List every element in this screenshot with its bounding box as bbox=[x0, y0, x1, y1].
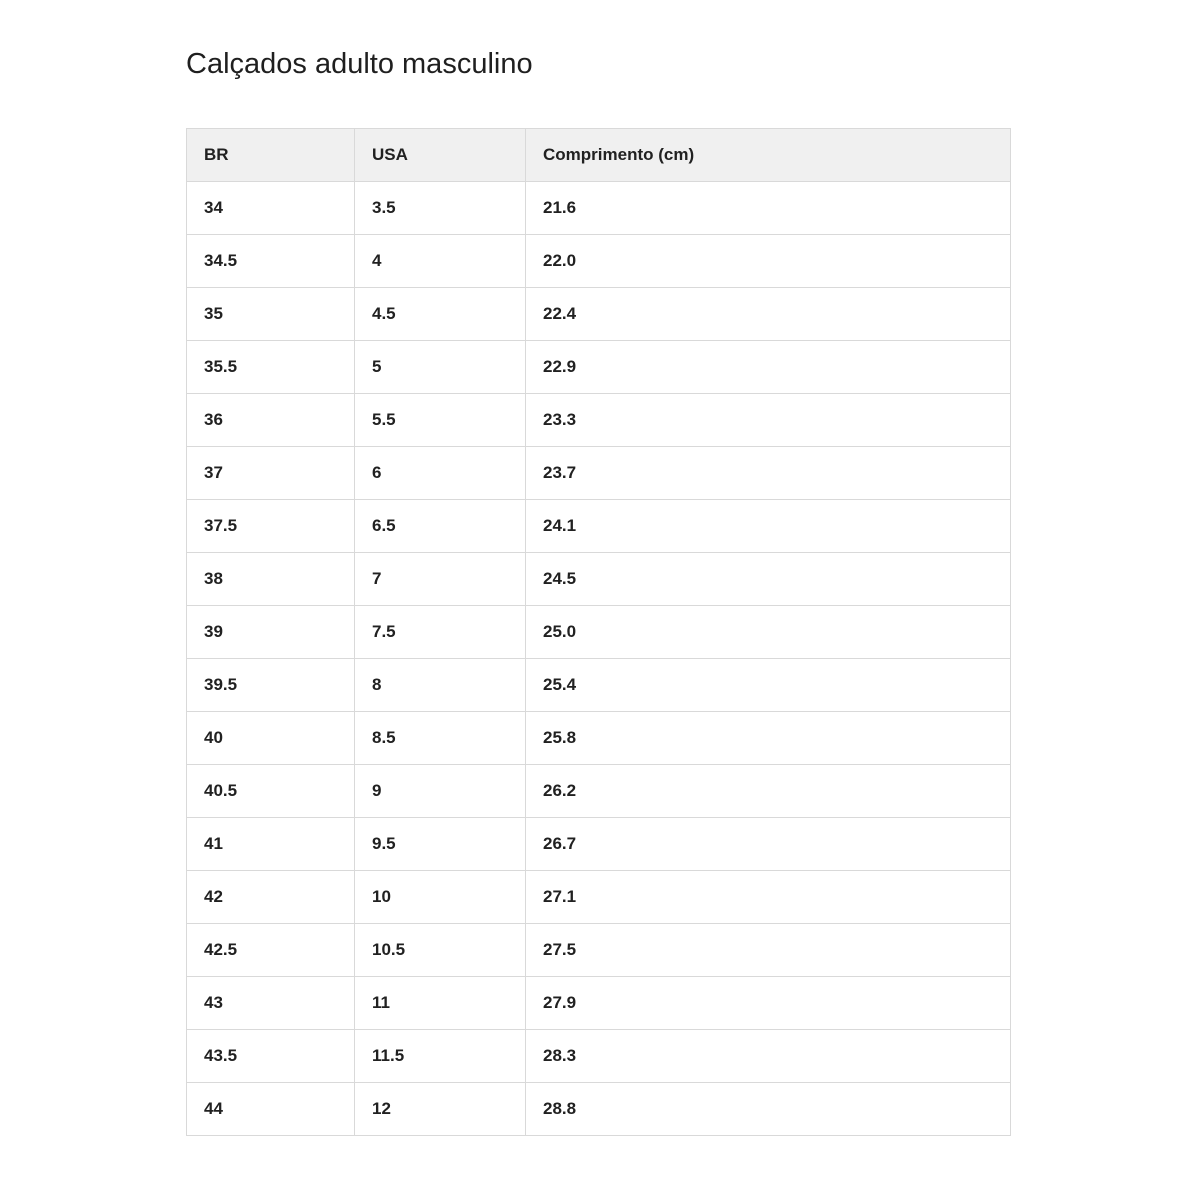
table-cell: 40.5 bbox=[186, 764, 355, 818]
table-cell: 25.0 bbox=[525, 605, 1011, 659]
table-cell: 43.5 bbox=[186, 1029, 355, 1083]
table-row: BR USA Comprimento (cm) bbox=[186, 128, 1011, 182]
table-cell: 27.1 bbox=[525, 870, 1011, 924]
table-row: 43 11 27.9 bbox=[186, 976, 1011, 1030]
table-cell: 22.9 bbox=[525, 340, 1011, 394]
table-cell: 24.1 bbox=[525, 499, 1011, 553]
table-cell: 26.7 bbox=[525, 817, 1011, 871]
table-cell: 12 bbox=[354, 1082, 526, 1136]
shoe-size-table: BR USA Comprimento (cm) 34 3.5 21.6 34.5 4 22.0… bbox=[186, 128, 1011, 1136]
table-row: 41 9.5 26.7 bbox=[186, 817, 1011, 871]
table-cell: 9.5 bbox=[354, 817, 526, 871]
table-cell: 42.5 bbox=[186, 923, 355, 977]
table-cell: 4 bbox=[354, 234, 526, 288]
table-cell: 10 bbox=[354, 870, 526, 924]
table-cell: 23.7 bbox=[525, 446, 1011, 500]
table-row: 35 4.5 22.4 bbox=[186, 287, 1011, 341]
table-cell: 28.3 bbox=[525, 1029, 1011, 1083]
table-cell: 22.4 bbox=[525, 287, 1011, 341]
table-row: 40 8.5 25.8 bbox=[186, 711, 1011, 765]
table-row: 34.5 4 22.0 bbox=[186, 234, 1011, 288]
table-cell: 35.5 bbox=[186, 340, 355, 394]
table-cell: 34 bbox=[186, 181, 355, 235]
table-cell: 21.6 bbox=[525, 181, 1011, 235]
page-title: Calçados adulto masculino bbox=[186, 48, 533, 80]
table-cell: 25.4 bbox=[525, 658, 1011, 712]
table-cell: 26.2 bbox=[525, 764, 1011, 818]
table-cell: 11.5 bbox=[354, 1029, 526, 1083]
header-cell: USA bbox=[354, 128, 526, 182]
table-cell: 3.5 bbox=[354, 181, 526, 235]
table-cell: 38 bbox=[186, 552, 355, 606]
table-cell: 28.8 bbox=[525, 1082, 1011, 1136]
table-row: 34 3.5 21.6 bbox=[186, 181, 1011, 235]
table-cell: 40 bbox=[186, 711, 355, 765]
table-header-row: BR USA Comprimento (cm) bbox=[186, 128, 1011, 182]
table-body: 34 3.5 21.6 34.5 4 22.0 35 4.5 22.4 35.5 5 22.9 36 5.… bbox=[186, 181, 1011, 1136]
table-cell: 5 bbox=[354, 340, 526, 394]
table-cell: 41 bbox=[186, 817, 355, 871]
table-cell: 22.0 bbox=[525, 234, 1011, 288]
header-cell: BR bbox=[186, 128, 355, 182]
table-cell: 7.5 bbox=[354, 605, 526, 659]
table-row: 38 7 24.5 bbox=[186, 552, 1011, 606]
table-cell: 27.5 bbox=[525, 923, 1011, 977]
table-cell: 37.5 bbox=[186, 499, 355, 553]
table-cell: 43 bbox=[186, 976, 355, 1030]
table-row: 35.5 5 22.9 bbox=[186, 340, 1011, 394]
table-cell: 34.5 bbox=[186, 234, 355, 288]
table-cell: 25.8 bbox=[525, 711, 1011, 765]
table-cell: 36 bbox=[186, 393, 355, 447]
table-cell: 24.5 bbox=[525, 552, 1011, 606]
table-cell: 39.5 bbox=[186, 658, 355, 712]
table-row: 42 10 27.1 bbox=[186, 870, 1011, 924]
table-cell: 4.5 bbox=[354, 287, 526, 341]
table-cell: 10.5 bbox=[354, 923, 526, 977]
table-row: 39 7.5 25.0 bbox=[186, 605, 1011, 659]
table-cell: 37 bbox=[186, 446, 355, 500]
table-cell: 5.5 bbox=[354, 393, 526, 447]
table-row: 44 12 28.8 bbox=[186, 1082, 1011, 1136]
table-cell: 11 bbox=[354, 976, 526, 1030]
table-cell: 9 bbox=[354, 764, 526, 818]
table-row: 37.5 6.5 24.1 bbox=[186, 499, 1011, 553]
table-row: 43.5 11.5 28.3 bbox=[186, 1029, 1011, 1083]
table-cell: 6.5 bbox=[354, 499, 526, 553]
table-cell: 6 bbox=[354, 446, 526, 500]
table-cell: 44 bbox=[186, 1082, 355, 1136]
table-row: 40.5 9 26.2 bbox=[186, 764, 1011, 818]
table-cell: 39 bbox=[186, 605, 355, 659]
table-row: 39.5 8 25.4 bbox=[186, 658, 1011, 712]
table-row: 42.5 10.5 27.5 bbox=[186, 923, 1011, 977]
table-cell: 42 bbox=[186, 870, 355, 924]
table-cell: 7 bbox=[354, 552, 526, 606]
table-cell: 23.3 bbox=[525, 393, 1011, 447]
table-cell: 8.5 bbox=[354, 711, 526, 765]
table-cell: 8 bbox=[354, 658, 526, 712]
table-cell: 35 bbox=[186, 287, 355, 341]
table-row: 36 5.5 23.3 bbox=[186, 393, 1011, 447]
table-row: 37 6 23.7 bbox=[186, 446, 1011, 500]
header-cell: Comprimento (cm) bbox=[525, 128, 1011, 182]
table-cell: 27.9 bbox=[525, 976, 1011, 1030]
